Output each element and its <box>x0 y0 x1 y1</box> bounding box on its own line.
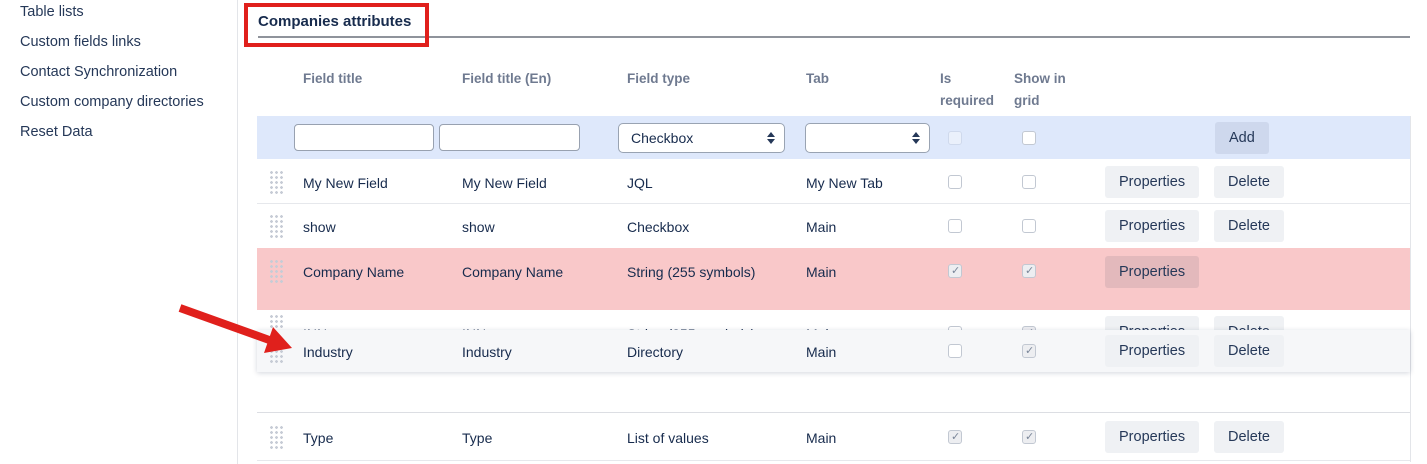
is-required-checkbox[interactable] <box>948 131 962 145</box>
cell-field-type: JQL <box>627 175 653 191</box>
is-required-checkbox[interactable] <box>948 344 962 358</box>
cell-field-title-en: Company Name <box>462 264 564 280</box>
table-row-my-new-field: My New Field My New Field JQL My New Tab… <box>257 160 1410 203</box>
sidebar-item-contact-synchronization[interactable]: Contact Synchronization <box>20 64 178 80</box>
delete-button[interactable]: Delete <box>1214 166 1284 198</box>
cell-field-title: My New Field <box>303 175 388 191</box>
cell-tab: Main <box>806 344 837 360</box>
cell-field-title-en: Type <box>462 430 493 446</box>
cell-field-title: Type <box>303 430 334 446</box>
drag-handle-icon[interactable] <box>268 169 283 196</box>
sidebar: Table lists Custom fields links Contact … <box>0 0 237 464</box>
cell-field-type: Checkbox <box>627 219 690 235</box>
row-divider <box>257 460 1410 461</box>
column-header-field-title: Field title <box>303 71 363 86</box>
column-header-tab: Tab <box>806 71 829 86</box>
add-button[interactable]: Add <box>1215 122 1269 154</box>
delete-button[interactable]: Delete <box>1214 421 1284 453</box>
show-in-grid-checkbox[interactable] <box>1022 175 1036 189</box>
is-required-checkbox[interactable] <box>948 430 962 444</box>
cell-field-title-en: Industry <box>462 344 512 360</box>
cell-tab: Main <box>806 264 837 280</box>
is-required-checkbox[interactable] <box>948 175 962 189</box>
cell-field-title: Industry <box>303 344 353 360</box>
show-in-grid-checkbox[interactable] <box>1022 219 1036 233</box>
drag-handle-icon[interactable] <box>268 424 283 451</box>
show-in-grid-checkbox[interactable] <box>1022 264 1036 278</box>
cell-field-title: show <box>303 219 336 235</box>
column-header-show-in-grid: Show in grid <box>1014 71 1066 108</box>
properties-button[interactable]: Properties <box>1105 335 1200 367</box>
content-right-border <box>1410 116 1411 462</box>
properties-button[interactable]: Properties <box>1105 256 1200 288</box>
drag-handle-icon[interactable] <box>268 213 283 240</box>
column-header-is-required: Is required <box>940 71 995 108</box>
properties-button[interactable]: Properties <box>1105 210 1200 242</box>
field-type-select[interactable]: Checkbox <box>618 123 785 153</box>
table-row-show: show show Checkbox Main Properties Delet… <box>257 204 1410 247</box>
title-underline <box>258 36 1410 38</box>
sidebar-divider <box>237 0 238 464</box>
cell-tab: My New Tab <box>806 175 883 191</box>
field-type-selected-value: Checkbox <box>631 130 694 146</box>
sidebar-item-reset-data[interactable]: Reset Data <box>20 124 93 140</box>
tab-select[interactable] <box>805 123 930 153</box>
field-title-en-input[interactable] <box>439 124 580 151</box>
row-divider <box>257 412 1410 413</box>
cell-field-type: List of values <box>627 430 709 446</box>
show-in-grid-checkbox[interactable] <box>1022 344 1036 358</box>
show-in-grid-checkbox[interactable] <box>1022 131 1036 145</box>
properties-button[interactable]: Properties <box>1105 166 1200 198</box>
table-row-type: Type Type List of values Main Properties… <box>257 413 1410 461</box>
cell-field-type: String (255 symbols) <box>627 264 756 280</box>
row-divider <box>257 203 1410 204</box>
is-required-checkbox[interactable] <box>948 264 962 278</box>
cell-field-title: Company Name <box>303 264 405 280</box>
field-title-input[interactable] <box>294 124 434 151</box>
table-row-industry-dragging: Industry Industry Directory Main Propert… <box>257 330 1410 372</box>
delete-button[interactable]: Delete <box>1214 210 1284 242</box>
cell-field-title-en: show <box>462 219 495 235</box>
delete-button[interactable]: Delete <box>1214 335 1284 367</box>
properties-button[interactable]: Properties <box>1105 421 1200 453</box>
is-required-checkbox[interactable] <box>948 219 962 233</box>
show-in-grid-checkbox[interactable] <box>1022 430 1036 444</box>
select-stepper-icon <box>912 132 920 144</box>
page-title: Companies attributes <box>258 13 412 30</box>
cell-tab: Main <box>806 219 837 235</box>
sidebar-item-table-lists[interactable]: Table lists <box>20 4 84 20</box>
sidebar-item-custom-company-directories[interactable]: Custom company directories <box>20 94 204 110</box>
cell-tab: Main <box>806 430 837 446</box>
cell-field-title-en: My New Field <box>462 175 547 191</box>
drag-handle-icon[interactable] <box>268 258 283 285</box>
drag-handle-icon[interactable] <box>268 338 283 365</box>
cell-field-type: Directory <box>627 344 684 360</box>
select-stepper-icon <box>767 132 775 144</box>
sidebar-item-custom-fields-links[interactable]: Custom fields links <box>20 34 141 50</box>
add-field-row: Checkbox Add <box>257 116 1410 159</box>
table-row-company-name-highlighted: Company Name Company Name String (255 sy… <box>257 248 1410 310</box>
column-header-field-title-en: Field title (En) <box>462 71 552 86</box>
column-header-field-type: Field type <box>627 71 691 86</box>
